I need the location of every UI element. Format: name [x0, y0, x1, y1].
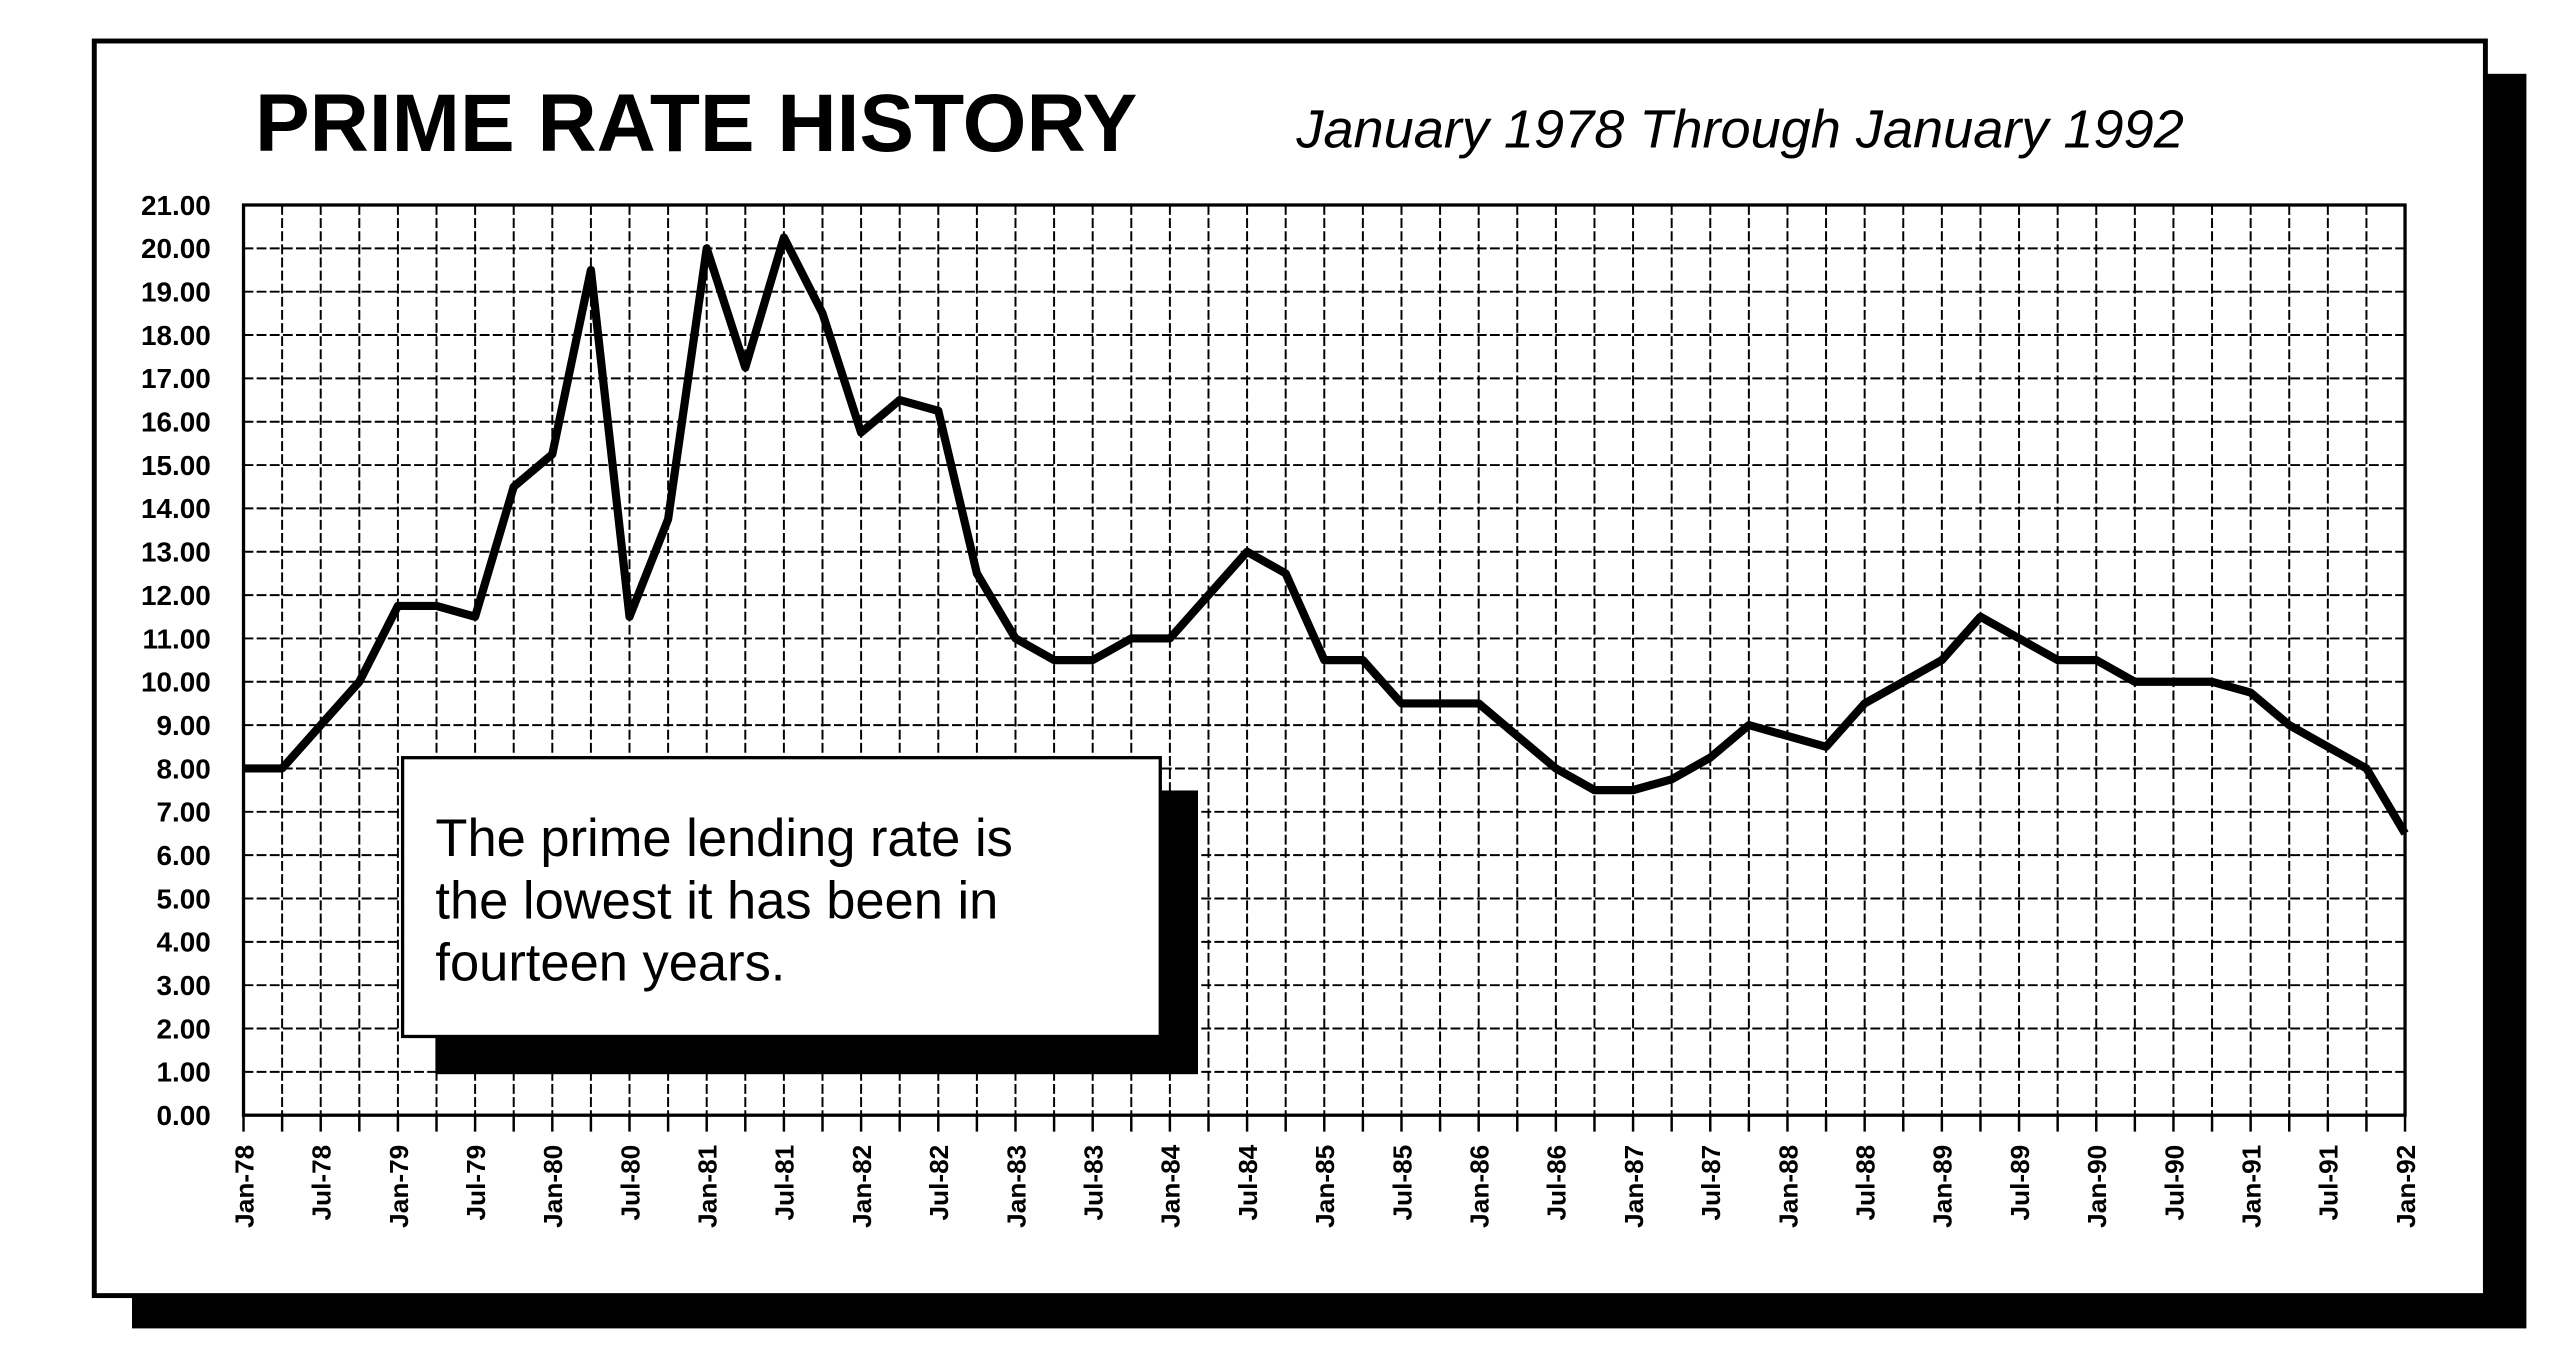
ticks: 0.00 1.00 2.00 3.00 4.00 5.00 6.00 7.00 8.00 9.00…: [141, 190, 2421, 1228]
y-tick-label: 8.00: [156, 753, 210, 784]
annotation-line: The prime lending rate is: [435, 809, 1012, 868]
x-tick-label: Jul-91: [2314, 1145, 2344, 1221]
y-tick-label: 19.00: [141, 277, 211, 308]
y-tick-label: 9.00: [156, 710, 210, 741]
x-tick-label: Jul-84: [1233, 1144, 1263, 1220]
x-tick-label: Jan-78: [229, 1145, 259, 1228]
y-tick-label: 16.00: [141, 407, 211, 438]
y-tick-label: 17.00: [141, 363, 211, 394]
x-tick-label: Jan-87: [1619, 1145, 1649, 1228]
chart-subtitle: January 1978 Through January 1992: [1295, 100, 2183, 160]
x-tick-label: Jul-82: [924, 1145, 954, 1221]
x-tick-label: Jul-90: [2159, 1145, 2189, 1221]
plot: [241, 203, 2409, 1117]
y-tick-label: 12.00: [141, 580, 211, 611]
x-tick-label: Jul-89: [2005, 1145, 2035, 1221]
y-tick-label: 5.00: [156, 883, 210, 914]
x-tick-label: Jul-83: [1079, 1145, 1109, 1221]
chart-title: PRIME RATE HISTORY: [255, 78, 1137, 169]
y-tick-label: 21.00: [141, 190, 211, 221]
x-tick-label: Jan-81: [693, 1145, 723, 1228]
y-tick-label: 20.00: [141, 233, 211, 264]
y-tick-label: 10.00: [141, 667, 211, 698]
x-tick-label: Jul-79: [461, 1145, 491, 1221]
frame: [91, 38, 2488, 1299]
data-line: [243, 233, 2409, 836]
y-tick-label: 2.00: [156, 1013, 210, 1044]
x-tick-label: Jul-85: [1387, 1145, 1417, 1221]
x-tick-label: Jan-89: [1928, 1145, 1958, 1228]
y-tick-label: 0.00: [156, 1100, 210, 1131]
annotation-line: the lowest it has been in: [435, 871, 998, 930]
x-tick-label: Jan-88: [1773, 1145, 1803, 1228]
y-tick-label: 14.00: [141, 493, 211, 524]
plot-border: [241, 203, 2407, 1117]
x-tick-label: Jul-87: [1696, 1145, 1726, 1221]
x-tick-label: Jul-80: [615, 1145, 645, 1221]
y-tick-label: 6.00: [156, 840, 210, 871]
annotation-box: [400, 756, 1162, 1039]
y-tick-label: 1.00: [156, 1057, 210, 1088]
x-tick-label: Jan-92: [2391, 1145, 2421, 1228]
y-tick-label: 3.00: [156, 970, 210, 1001]
y-tick-label: 4.00: [156, 927, 210, 958]
y-tick-label: 7.00: [156, 797, 210, 828]
x-tick-label: Jan-84: [1156, 1144, 1186, 1228]
x-tick-label: Jan-90: [2082, 1145, 2112, 1228]
x-tick-label: Jan-91: [2236, 1145, 2266, 1228]
x-tick-label: Jul-86: [1542, 1145, 1572, 1221]
x-tick-label: Jan-79: [384, 1145, 414, 1228]
annotation-line: fourteen years.: [435, 934, 785, 993]
y-tick-label: 18.00: [141, 320, 211, 351]
x-tick-label: Jul-81: [770, 1145, 800, 1221]
x-tick-label: Jan-85: [1310, 1145, 1340, 1228]
x-tick-label: Jan-80: [538, 1145, 568, 1228]
x-tick-label: Jul-88: [1851, 1145, 1881, 1221]
x-tick-label: Jan-82: [847, 1145, 877, 1228]
x-tick-label: Jan-86: [1465, 1145, 1495, 1228]
y-tick-label: 13.00: [141, 537, 211, 568]
y-tick-label: 15.00: [141, 450, 211, 481]
y-tick-label: 11.00: [143, 623, 211, 654]
x-tick-label: Jul-78: [307, 1145, 337, 1221]
x-tick-label: Jan-83: [1001, 1145, 1031, 1228]
